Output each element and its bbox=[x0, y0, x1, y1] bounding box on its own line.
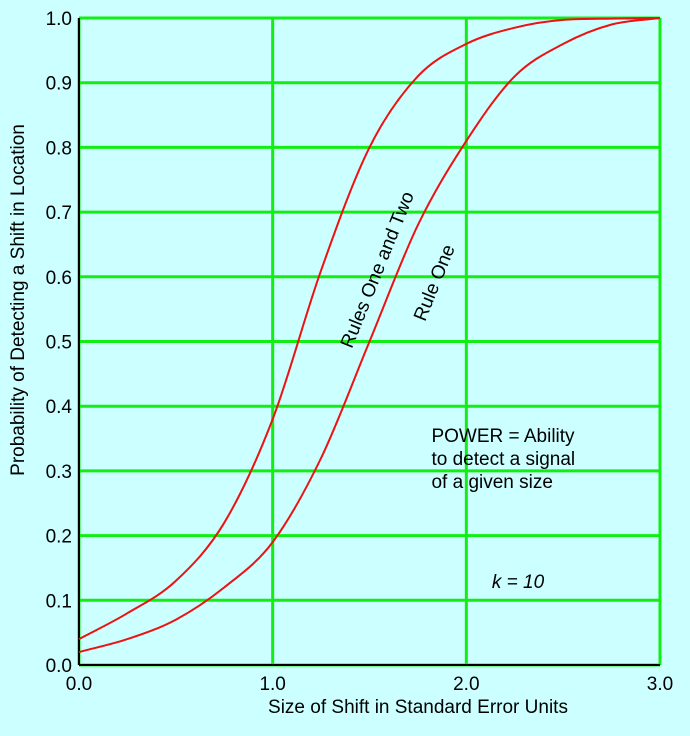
axes bbox=[78, 18, 660, 666]
series-label-rule-one: Rule One bbox=[410, 242, 460, 324]
y-tick-label-2: 0.2 bbox=[46, 527, 72, 548]
power-annotation-line-2: of a given size bbox=[431, 472, 552, 493]
y-tick-label-4: 0.4 bbox=[46, 397, 73, 418]
power-annotation-line-1: to detect a signal bbox=[431, 449, 575, 470]
x-tick-label-0: 0.0 bbox=[66, 674, 92, 695]
y-tick-label-8: 0.8 bbox=[46, 138, 72, 159]
series bbox=[78, 17, 661, 654]
series-line-rule-one bbox=[78, 17, 661, 654]
y-tick-label-1: 0.1 bbox=[46, 591, 72, 612]
y-tick-label-0: 0.0 bbox=[46, 656, 72, 677]
y-tick-label-7: 0.7 bbox=[46, 203, 72, 224]
y-tick-label-10: 1.0 bbox=[46, 9, 72, 30]
y-tick-label-5: 0.5 bbox=[46, 333, 72, 354]
x-axis-title: Size of Shift in Standard Error Units bbox=[268, 697, 568, 718]
x-tick-label-1: 1.0 bbox=[259, 674, 285, 695]
x-tick-label-2: 2.0 bbox=[453, 674, 479, 695]
x-tick-label-3: 3.0 bbox=[647, 674, 673, 695]
k-annotation: k = 10 bbox=[492, 572, 545, 593]
series-line-rules-one-and-two bbox=[78, 17, 661, 640]
y-tick-label-9: 0.9 bbox=[46, 74, 72, 95]
y-tick-label-6: 0.6 bbox=[46, 268, 72, 289]
tick-labels: 0.0 0.1 0.2 0.3 0.4 0.5 0.6 0.7 0.8 0.9 1.0 0.0 1.0 2… bbox=[46, 9, 674, 695]
y-tick-label-3: 0.3 bbox=[46, 462, 72, 483]
power-annotation: POWER = Ability to detect a signal of a gi… bbox=[431, 426, 575, 493]
y-axis-title: Probability of Detecting a Shift in Loca… bbox=[8, 124, 29, 476]
annotations: POWER = Ability to detect a signal of a gi… bbox=[431, 426, 575, 593]
power-annotation-line-0: POWER = Ability bbox=[431, 426, 575, 447]
